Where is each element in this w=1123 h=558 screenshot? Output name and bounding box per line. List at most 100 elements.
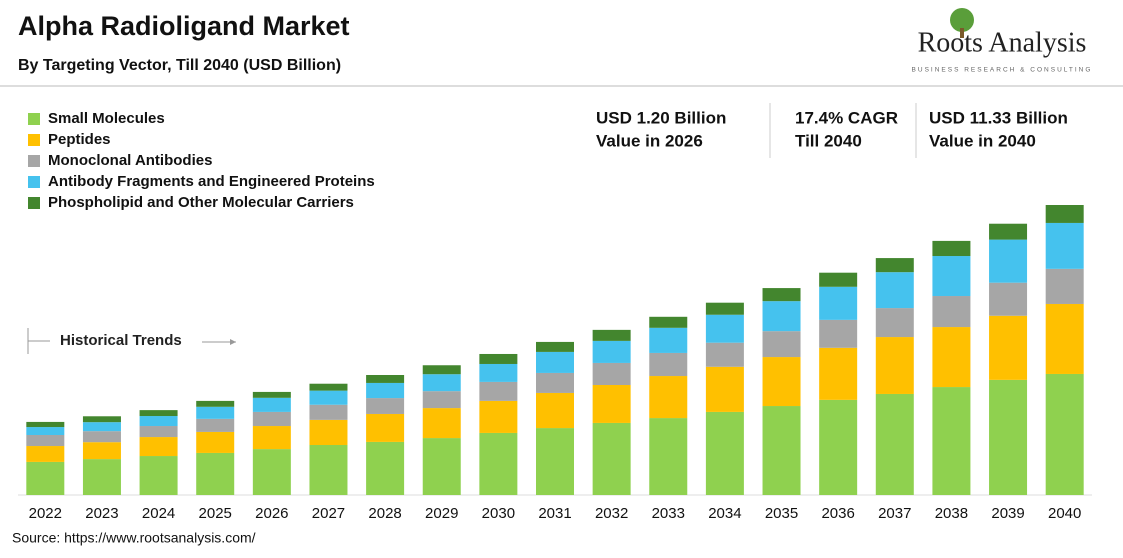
bar-segment [989, 282, 1028, 316]
highlight-value: 17.4% CAGR [795, 108, 898, 127]
bar-segment [422, 438, 461, 495]
bar-segment [366, 398, 405, 414]
x-tick-label: 2024 [142, 505, 175, 522]
bar-segment [252, 397, 291, 412]
x-tick-label: 2032 [595, 505, 628, 522]
bar-segment [536, 351, 574, 373]
bar-segment [875, 258, 914, 273]
bar-segment [875, 308, 914, 338]
bar-segment [422, 365, 461, 375]
x-tick-label: 2026 [255, 505, 288, 522]
legend-label: Phospholipid and Other Molecular Carrier… [48, 194, 354, 211]
legend-label: Monoclonal Antibodies [48, 152, 212, 169]
bar-segment [309, 445, 348, 495]
chart-title: Alpha Radioligand Market [18, 11, 350, 41]
bar-segment [196, 400, 235, 407]
bar-segment [649, 352, 688, 377]
x-tick-label: 2034 [708, 505, 741, 522]
highlight-value: USD 11.33 Billion [929, 108, 1068, 127]
bar-segment [592, 329, 631, 341]
bar-segment [1045, 205, 1084, 223]
bar-segment [649, 327, 688, 353]
bar-segment [932, 296, 971, 328]
x-tick-label: 2023 [85, 505, 118, 522]
x-tick-label: 2033 [652, 505, 685, 522]
legend-label: Small Molecules [48, 110, 165, 127]
bar-segment [819, 319, 858, 348]
bar-segment [819, 286, 858, 320]
highlight-label: Value in 2040 [929, 131, 1036, 150]
bar-segment [592, 422, 631, 495]
bar-segment [762, 288, 801, 302]
bar-segment [196, 418, 235, 432]
bar-segment [989, 315, 1028, 380]
bar-segment [536, 428, 574, 495]
bar-segment [422, 374, 461, 392]
bar-segment [26, 435, 65, 447]
bar-segment [1045, 268, 1084, 304]
bar-segment [875, 272, 914, 309]
bar-segment [422, 408, 461, 439]
logo-name: Roots Analysis [918, 27, 1087, 58]
legend-swatch [28, 197, 40, 209]
bar-segment [479, 363, 518, 382]
bar-segment [422, 391, 461, 409]
bar-segment [1045, 373, 1084, 495]
bar-segment [875, 393, 914, 495]
source: Source: https://www.rootsanalysis.com/ [12, 530, 256, 546]
bar-segment [479, 432, 518, 495]
x-tick-label: 2030 [482, 505, 515, 522]
bar-segment [536, 341, 574, 352]
highlight-label: Value in 2026 [596, 131, 703, 150]
bar-segment [705, 302, 744, 315]
logo: Roots Analysis BUSINESS RESEARCH & CONSU… [912, 8, 1093, 74]
bar-segment [989, 223, 1028, 240]
bar-segment [762, 406, 801, 495]
bar-segment [309, 383, 348, 391]
bar-segment [989, 379, 1028, 495]
bar-segment [989, 239, 1028, 283]
bar-segment [82, 422, 121, 432]
bar-segment [932, 256, 971, 297]
bar-segment [479, 381, 518, 401]
annotation-arrowhead [230, 339, 236, 345]
legend-swatch [28, 155, 40, 167]
bar-segment [196, 431, 235, 453]
bar-segment [592, 385, 631, 423]
bar-segment [252, 426, 291, 450]
x-tick-label: 2035 [765, 505, 798, 522]
bar-segment [649, 316, 688, 328]
x-tick-label: 2039 [991, 505, 1024, 522]
bar-segment [82, 459, 121, 495]
x-tick-label: 2040 [1048, 505, 1081, 522]
bar-segment [592, 340, 631, 363]
bar-segment [252, 449, 291, 495]
bar-segment [309, 419, 348, 445]
logo-tree [950, 8, 974, 32]
bar-segment [762, 331, 801, 358]
legend-label: Peptides [48, 131, 111, 148]
bar-segment [366, 441, 405, 495]
logo-tagline: BUSINESS RESEARCH & CONSULTING [912, 67, 1093, 74]
x-tick-label: 2025 [199, 505, 232, 522]
bar-segment [932, 387, 971, 495]
x-tick-label: 2028 [368, 505, 401, 522]
bar-segment [1045, 303, 1084, 374]
legend-swatch [28, 176, 40, 188]
bar-segment [479, 353, 518, 364]
bar-segment [705, 342, 744, 367]
bar-segment [705, 314, 744, 343]
bar-segment [26, 427, 65, 435]
bar-segment [196, 452, 235, 495]
x-tick-label: 2022 [29, 505, 62, 522]
x-tick-label: 2031 [538, 505, 571, 522]
x-tick-label: 2029 [425, 505, 458, 522]
legend-swatch [28, 134, 40, 146]
bar-segment [309, 404, 348, 420]
bar-segment [1045, 222, 1084, 269]
bar-segment [26, 461, 65, 495]
bar-segment [139, 416, 178, 427]
bar-segment [26, 421, 65, 428]
